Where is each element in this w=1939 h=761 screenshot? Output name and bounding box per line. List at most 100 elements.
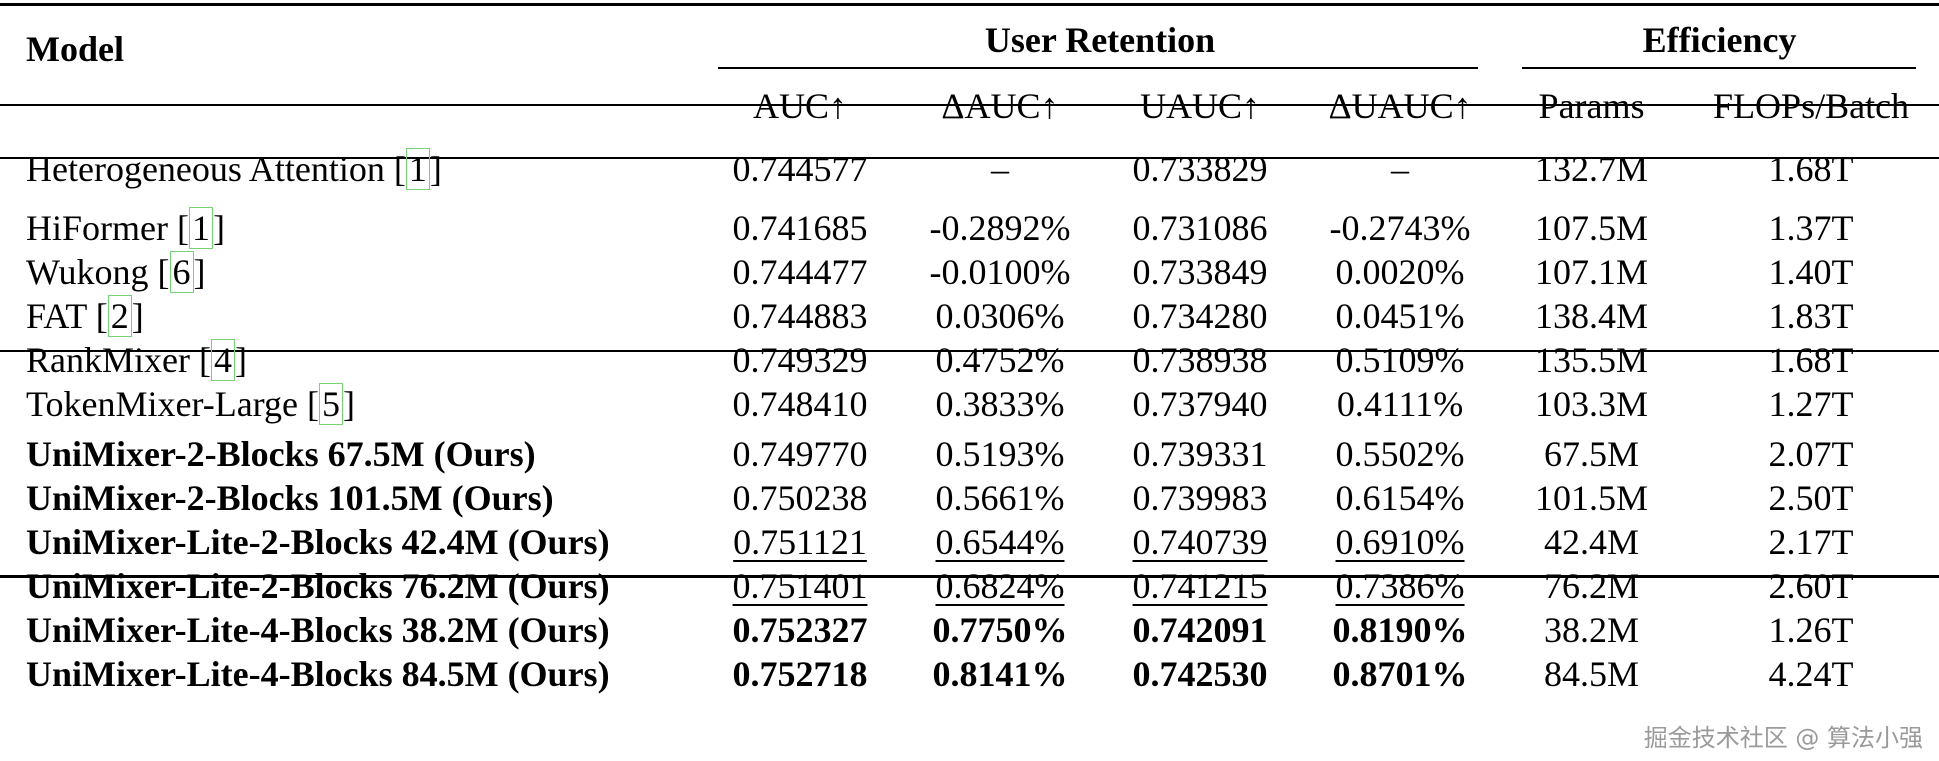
citation-number[interactable]: 4 xyxy=(210,339,235,381)
model-name: UniMixer-Lite-4-Blocks 38.2M (Ours) xyxy=(0,608,700,652)
uauc-cell-value: 0.731086 xyxy=(1132,208,1268,248)
baseline-row: Heterogeneous Attention [1] 0.744577 – 0… xyxy=(0,138,1939,200)
watermark: 掘金技术社区 @ 算法小强 xyxy=(1643,724,1923,752)
delta-uauc-cell: 0.8701% xyxy=(1300,652,1500,696)
citation-link[interactable]: [1] xyxy=(176,207,225,249)
params-cell-value: 103.3M xyxy=(1535,384,1649,424)
params-cell: 103.3M xyxy=(1500,382,1683,426)
params-cell-value: 67.5M xyxy=(1544,434,1640,474)
delta-uauc-cell-value: 0.6910% xyxy=(1335,522,1465,562)
uauc-cell: 0.741215 xyxy=(1100,564,1300,608)
delta-auc-cell: 0.5661% xyxy=(900,476,1100,520)
delta-auc-cell: 0.0306% xyxy=(900,294,1100,338)
efficiency-header: Efficiency xyxy=(1642,19,1797,60)
flops-cell-value: 1.68T xyxy=(1768,340,1854,380)
params-cell: 107.1M xyxy=(1500,250,1683,294)
citation-link[interactable]: [6] xyxy=(157,251,206,293)
params-cell: 135.5M xyxy=(1500,338,1683,382)
delta-auc-cell-value: 0.7750% xyxy=(932,610,1068,650)
table-row: HiFormer [1] 0.741685 -0.2892% 0.731086 -0.2… xyxy=(0,200,1939,250)
competitors-group: HiFormer [1] 0.741685 -0.2892% 0.731086 -0.2… xyxy=(0,200,1939,426)
delta-auc-cell: 0.7750% xyxy=(900,608,1100,652)
flops-cell: 2.17T xyxy=(1683,520,1939,564)
auc-cell: 0.751121 xyxy=(700,520,900,564)
delta-uauc-cell: 0.0451% xyxy=(1300,294,1500,338)
delta-uauc-cell-value: 0.8190% xyxy=(1332,610,1468,650)
citation-link[interactable]: [1] xyxy=(393,148,442,190)
uauc-cell: 0.740739 xyxy=(1100,520,1300,564)
uauc-cell-value: 0.742530 xyxy=(1132,654,1268,694)
delta-auc-cell-value: 0.5661% xyxy=(935,478,1065,518)
flops-cell: 1.68T xyxy=(1683,338,1939,382)
auc-cell: 0.744577 xyxy=(732,149,868,189)
delta-uauc-cell: – xyxy=(1391,149,1410,189)
params-cell: 38.2M xyxy=(1500,608,1683,652)
col-header-params: Params xyxy=(1538,85,1645,126)
flops-cell-value: 1.37T xyxy=(1768,208,1854,248)
uauc-cell-value: 0.739331 xyxy=(1132,434,1268,474)
model-name: UniMixer-Lite-4-Blocks 84.5M (Ours) xyxy=(0,652,700,696)
model-name: UniMixer-2-Blocks 67.5M (Ours) xyxy=(0,426,700,476)
model-label: HiFormer xyxy=(26,208,168,248)
uauc-cell-value: 0.742091 xyxy=(1132,610,1268,650)
flops-cell: 2.07T xyxy=(1683,426,1939,476)
params-cell-value: 38.2M xyxy=(1544,610,1640,650)
model-label: UniMixer-2-Blocks 101.5M (Ours) xyxy=(26,478,554,518)
params-cell: 101.5M xyxy=(1500,476,1683,520)
model-name: UniMixer-2-Blocks 101.5M (Ours) xyxy=(0,476,700,520)
citation-number[interactable]: 2 xyxy=(107,295,132,337)
model-label: TokenMixer-Large xyxy=(26,384,298,424)
uauc-cell: 0.742091 xyxy=(1100,608,1300,652)
delta-uauc-cell-value: 0.0020% xyxy=(1335,252,1465,292)
retention-cmidrule xyxy=(718,67,1478,69)
auc-cell: 0.752718 xyxy=(700,652,900,696)
model-label: UniMixer-Lite-4-Blocks 38.2M (Ours) xyxy=(26,610,610,650)
citation-number[interactable]: 6 xyxy=(169,251,194,293)
model-name: TokenMixer-Large [5] xyxy=(0,382,700,426)
citation-number[interactable]: 1 xyxy=(405,148,430,190)
table-row: UniMixer-Lite-4-Blocks 84.5M (Ours) 0.752… xyxy=(0,652,1939,696)
params-cell: 132.7M xyxy=(1535,149,1649,189)
model-name: Wukong [6] xyxy=(0,250,700,294)
delta-auc-cell: -0.0100% xyxy=(900,250,1100,294)
efficiency-cmidrule xyxy=(1522,67,1916,69)
auc-cell: 0.751401 xyxy=(700,564,900,608)
flops-cell: 4.24T xyxy=(1683,652,1939,696)
column-header-row: AUC↑ ΔAUC↑ UAUC↑ ΔUAUC↑ Params FLOPs/Bat… xyxy=(0,73,1939,138)
table-row: Wukong [6] 0.744477 -0.0100% 0.733849 0.0020… xyxy=(0,250,1939,294)
auc-cell: 0.744477 xyxy=(700,250,900,294)
params-cell: 42.4M xyxy=(1500,520,1683,564)
uauc-cell-value: 0.739983 xyxy=(1132,478,1268,518)
uauc-cell-value: 0.741215 xyxy=(1132,566,1268,606)
delta-auc-cell: 0.4752% xyxy=(900,338,1100,382)
citation-link[interactable]: [2] xyxy=(95,295,144,337)
auc-cell: 0.741685 xyxy=(700,200,900,250)
delta-auc-cell: 0.6544% xyxy=(900,520,1100,564)
model-name: HiFormer [1] xyxy=(0,200,700,250)
params-cell: 138.4M xyxy=(1500,294,1683,338)
citation-number[interactable]: 1 xyxy=(188,207,213,249)
delta-uauc-cell: 0.6910% xyxy=(1300,520,1500,564)
model-label: UniMixer-Lite-4-Blocks 84.5M (Ours) xyxy=(26,654,610,694)
model-label: UniMixer-2-Blocks 67.5M (Ours) xyxy=(26,434,536,474)
auc-cell: 0.749329 xyxy=(700,338,900,382)
params-cell-value: 42.4M xyxy=(1544,522,1640,562)
flops-cell: 1.26T xyxy=(1683,608,1939,652)
flops-cell-value: 4.24T xyxy=(1768,654,1854,694)
auc-cell-value: 0.752718 xyxy=(732,654,868,694)
citation-link[interactable]: [4] xyxy=(198,339,247,381)
auc-cell-value: 0.749329 xyxy=(732,340,868,380)
uauc-cell-value: 0.738938 xyxy=(1132,340,1268,380)
model-label: RankMixer xyxy=(26,340,190,380)
citation-link[interactable]: [5] xyxy=(307,383,355,425)
params-cell-value: 101.5M xyxy=(1535,478,1649,518)
delta-auc-cell-value: 0.6824% xyxy=(935,566,1065,606)
flops-cell-value: 2.07T xyxy=(1768,434,1854,474)
auc-cell-value: 0.741685 xyxy=(732,208,868,248)
auc-cell: 0.749770 xyxy=(700,426,900,476)
citation-number[interactable]: 5 xyxy=(319,383,343,425)
user-retention-header: User Retention xyxy=(984,19,1216,60)
model-name: UniMixer-Lite-2-Blocks 76.2M (Ours) xyxy=(0,564,700,608)
model-name: UniMixer-Lite-2-Blocks 42.4M (Ours) xyxy=(0,520,700,564)
ours-group: UniMixer-2-Blocks 67.5M (Ours) 0.749770 0.… xyxy=(0,426,1939,696)
